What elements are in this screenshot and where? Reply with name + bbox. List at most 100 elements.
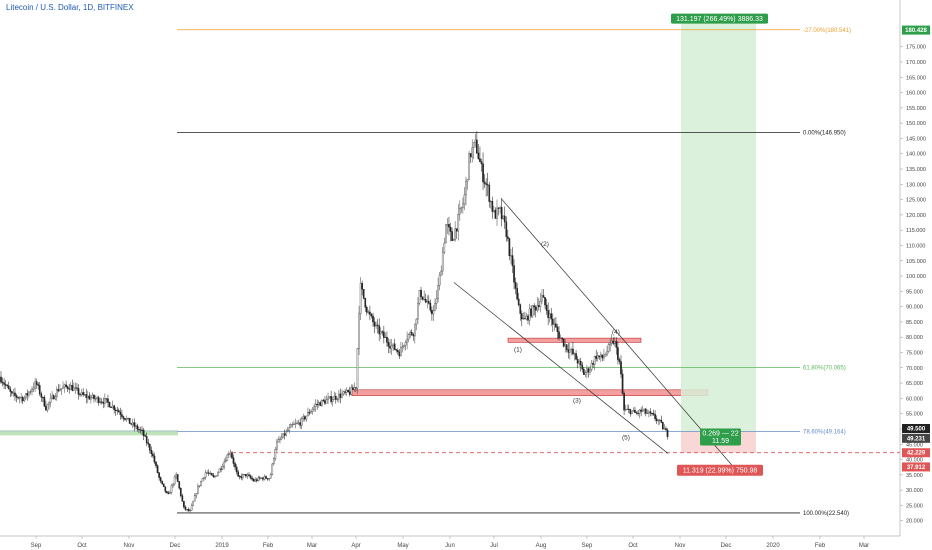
candle-body <box>201 478 204 482</box>
candle-body <box>511 255 514 266</box>
candle-body <box>493 209 495 212</box>
candle-body <box>210 473 213 476</box>
candle-body <box>231 452 233 459</box>
candle-body <box>652 413 655 415</box>
candle-body <box>156 465 159 474</box>
fib-label-4: 100.00%(22.540) <box>803 511 849 517</box>
candle-body <box>550 313 553 320</box>
candle-body <box>32 387 35 390</box>
candle-body <box>164 486 167 492</box>
y-tick-label: 100.000 <box>906 274 926 280</box>
candle-body <box>595 356 598 359</box>
candle-body <box>291 424 294 426</box>
candle-body <box>12 392 15 394</box>
candle-body <box>468 153 470 180</box>
candle-body <box>175 474 177 478</box>
candle-body <box>223 461 226 467</box>
candle-body <box>178 481 181 489</box>
candle-body <box>598 355 601 357</box>
candle-body <box>547 310 549 318</box>
candle-body <box>424 298 427 303</box>
zones-layer <box>0 337 709 436</box>
candle-body <box>86 395 89 398</box>
candle-body <box>285 431 288 436</box>
y-tick-label: 70.000 <box>906 366 923 372</box>
candle-body <box>618 359 621 362</box>
candle-body <box>330 396 332 402</box>
candle-body <box>229 452 232 455</box>
candle-body <box>169 492 171 495</box>
x-tick-label: Dec <box>721 543 732 549</box>
y-tick-label: 95.000 <box>906 289 923 295</box>
candle-body <box>197 486 199 494</box>
x-tick-label: Feb <box>815 543 826 549</box>
candle-body <box>255 479 258 482</box>
x-tick-label: Oct <box>77 543 87 549</box>
candle-body <box>370 314 373 317</box>
candle-body <box>91 394 94 398</box>
candle-body <box>307 411 309 417</box>
y-tick-label: 150.000 <box>906 121 926 127</box>
candle-body <box>63 384 66 388</box>
candle-body <box>533 305 536 308</box>
stop-label-box <box>677 464 763 476</box>
price-tag-label-4: 37.912 <box>907 465 926 471</box>
candle-body <box>525 315 528 320</box>
price-tag-label-0: 180.428 <box>905 28 927 34</box>
candle-body <box>243 474 246 476</box>
candle-body <box>666 429 669 437</box>
price-tag-1 <box>902 423 930 433</box>
candle-body <box>296 422 298 424</box>
candle-body <box>420 290 422 297</box>
candle-body <box>68 388 71 390</box>
candle-body <box>232 457 235 464</box>
candle-body <box>321 399 323 406</box>
candle-body <box>589 369 591 373</box>
candle-body <box>432 310 435 315</box>
candle-body <box>17 397 19 399</box>
candle-body <box>338 393 340 400</box>
candle-body <box>655 418 658 421</box>
candle-body <box>51 395 53 399</box>
y-tick-label: 60.000 <box>906 396 923 402</box>
candle-body <box>486 184 489 186</box>
candle-body <box>539 300 542 307</box>
candle-body <box>505 221 508 237</box>
candle-body <box>403 345 405 347</box>
x-tick-label: Nov <box>124 543 135 549</box>
candle-body <box>203 476 205 479</box>
candle-body <box>150 449 153 455</box>
y-tick-label: 165.000 <box>906 75 926 81</box>
candle-body <box>423 298 425 301</box>
candle-body <box>542 295 545 298</box>
candle-body <box>20 397 22 399</box>
candle-body <box>159 477 162 482</box>
candle-body <box>341 393 343 398</box>
candle-body <box>446 224 449 226</box>
candle-body <box>390 345 393 349</box>
x-tick-label: Mar <box>307 543 317 549</box>
candle-body <box>662 422 664 429</box>
wave-label-3: (4) <box>612 329 620 336</box>
candle-body <box>271 463 274 475</box>
trendline-layer <box>453 198 736 469</box>
candle-body <box>455 228 458 232</box>
y-tick-label: 175.000 <box>906 45 926 51</box>
candle-body <box>155 461 157 466</box>
candle-body <box>172 483 174 487</box>
price-axis: 20.00025.00030.00035.00040.00045.00050.0… <box>900 45 926 525</box>
candle-body <box>62 386 64 389</box>
candle-body <box>603 355 605 359</box>
candle-body <box>412 334 415 337</box>
fib-label-3: 78.60%(49.164) <box>803 430 846 436</box>
wave-label-2: (3) <box>573 398 581 405</box>
candle-body <box>567 349 570 353</box>
candle-body <box>434 303 436 312</box>
candle-body <box>587 368 590 373</box>
y-tick-label: 170.000 <box>906 60 926 66</box>
candle-body <box>592 363 594 365</box>
y-tick-label: 160.000 <box>906 91 926 97</box>
candle-body <box>187 509 190 512</box>
candles-layer <box>0 131 669 513</box>
